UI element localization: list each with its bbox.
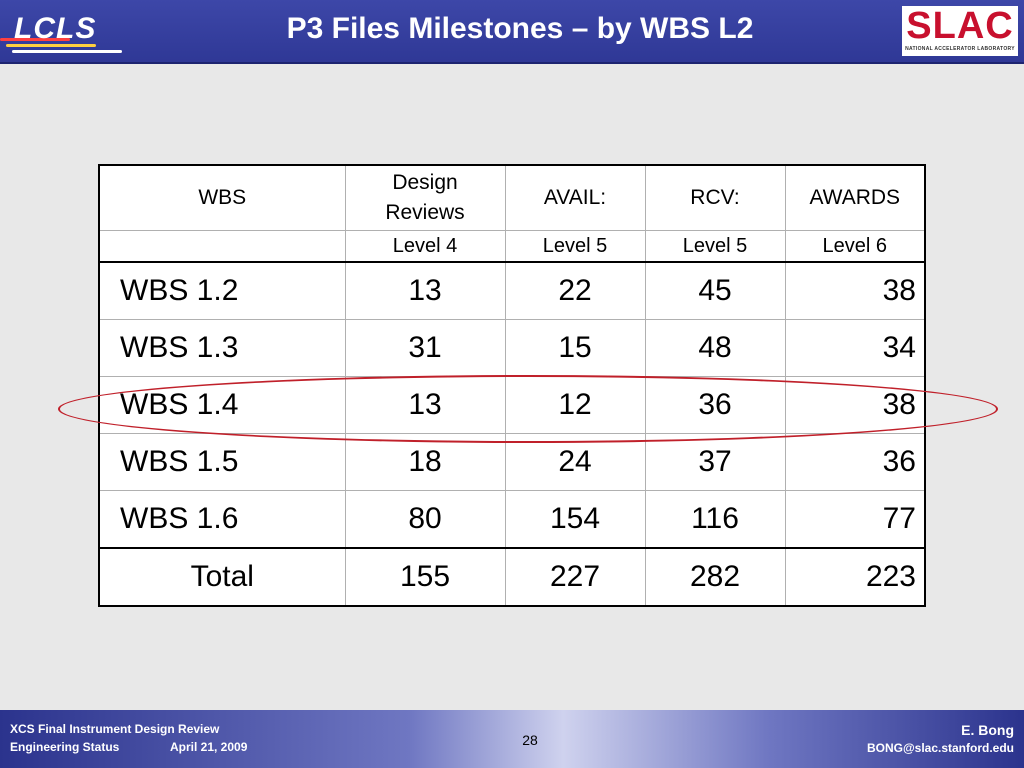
- row-name: WBS 1.2: [98, 261, 346, 320]
- header-wbs: WBS: [98, 164, 346, 231]
- row-awards: 38: [784, 261, 926, 320]
- row-avail: 154: [504, 490, 646, 549]
- total-label: Total: [98, 547, 346, 607]
- page-title: P3 Files Milestones – by WBS L2: [286, 12, 754, 45]
- row-avail: 15: [504, 319, 646, 377]
- row-avail: 12: [504, 376, 646, 434]
- header-design-line2: Reviews: [385, 201, 465, 224]
- footer-review-title: XCS Final Instrument Design Review: [10, 722, 220, 736]
- footer-author: E. Bong: [961, 722, 1014, 738]
- header-design-line1: Design: [392, 171, 458, 194]
- row-design: 13: [344, 261, 506, 320]
- row-name: WBS 1.3: [98, 319, 346, 377]
- table-row: WBS 1.5 18 24 37 36: [98, 433, 926, 491]
- slide-footer: XCS Final Instrument Design Review Engin…: [0, 710, 1024, 768]
- slac-logo: SLAC NATIONAL ACCELERATOR LABORATORY: [902, 5, 1018, 56]
- level-cell: [98, 230, 346, 263]
- row-design: 80: [344, 490, 506, 549]
- table-row: WBS 1.3 31 15 48 34: [98, 319, 926, 377]
- table-level-row: Level 4 Level 5 Level 5 Level 6: [98, 230, 926, 263]
- row-name: WBS 1.4: [98, 376, 346, 434]
- row-rcv: 116: [644, 490, 786, 549]
- level-cell: Level 5: [504, 230, 646, 263]
- total-design: 155: [344, 547, 506, 607]
- slide-header: LCLS P3 Files Milestones – by WBS L2 SLA…: [0, 0, 1024, 64]
- row-rcv: 37: [644, 433, 786, 491]
- header-awards: AWARDS: [784, 164, 926, 231]
- level-cell: Level 4: [344, 230, 506, 263]
- table-row: WBS 1.6 80 154 116 77: [98, 490, 926, 549]
- row-name: WBS 1.5: [98, 433, 346, 491]
- header-rcv: RCV:: [644, 164, 786, 231]
- page-number: 28: [522, 732, 538, 748]
- level-cell: Level 5: [644, 230, 786, 263]
- row-design: 18: [344, 433, 506, 491]
- header-design-reviews: Design Reviews: [344, 164, 506, 231]
- row-design: 31: [344, 319, 506, 377]
- row-design: 13: [344, 376, 506, 434]
- footer-email: BONG@slac.stanford.edu: [866, 741, 1014, 755]
- header-avail: AVAIL:: [504, 164, 646, 231]
- table-row-highlighted: WBS 1.4 13 12 36 38: [98, 376, 926, 434]
- row-awards: 38: [784, 376, 926, 434]
- row-awards: 34: [784, 319, 926, 377]
- table-row: WBS 1.2 13 22 45 38: [98, 261, 926, 320]
- row-avail: 24: [504, 433, 646, 491]
- total-avail: 227: [504, 547, 646, 607]
- footer-date: April 21, 2009: [170, 740, 248, 754]
- row-rcv: 36: [644, 376, 786, 434]
- row-rcv: 45: [644, 261, 786, 320]
- slac-logo-subtext: NATIONAL ACCELERATOR LABORATORY: [905, 46, 1015, 52]
- level-cell: Level 6: [784, 230, 926, 263]
- total-awards: 223: [784, 547, 926, 607]
- milestones-table: WBS Design Reviews AVAIL: RCV: AWARDS Le…: [98, 164, 926, 607]
- lcls-logo-text: LCLS: [14, 12, 97, 45]
- row-avail: 22: [504, 261, 646, 320]
- row-awards: 36: [784, 433, 926, 491]
- row-name: WBS 1.6: [98, 490, 346, 549]
- total-rcv: 282: [644, 547, 786, 607]
- row-rcv: 48: [644, 319, 786, 377]
- row-awards: 77: [784, 490, 926, 549]
- table-header-row: WBS Design Reviews AVAIL: RCV: AWARDS: [98, 164, 926, 231]
- lcls-logo: LCLS: [0, 6, 140, 56]
- table-total-row: Total 155 227 282 223: [98, 547, 926, 607]
- footer-subtitle: Engineering Status: [10, 740, 120, 754]
- milestones-table-container: WBS Design Reviews AVAIL: RCV: AWARDS Le…: [98, 164, 926, 607]
- slac-logo-text: SLAC: [906, 5, 1014, 47]
